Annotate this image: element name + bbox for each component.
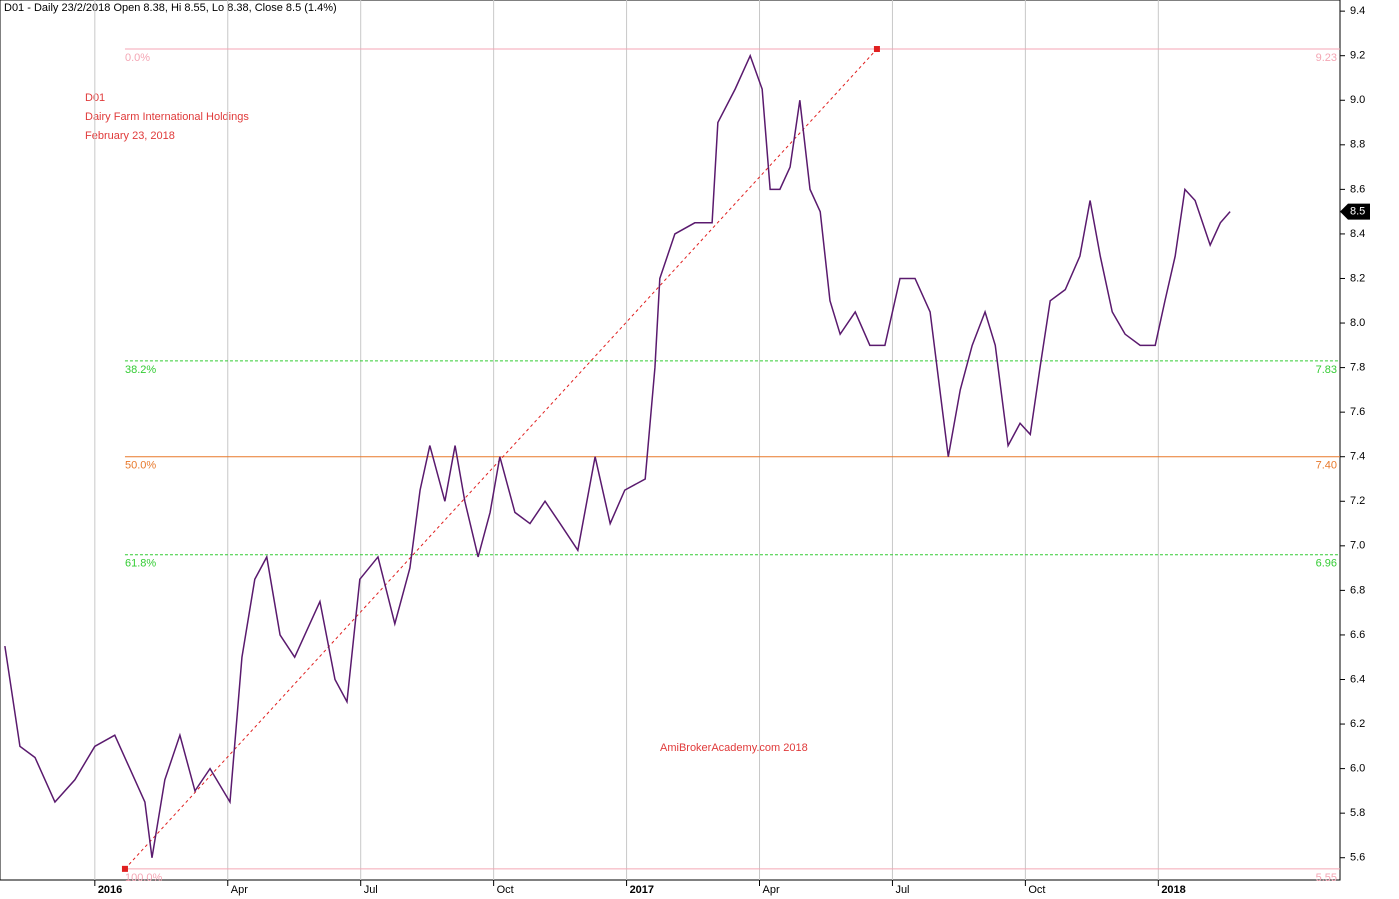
x-tick-label: Apr [763,884,780,896]
fib-value-label: 6.96 [1316,558,1337,570]
price-line [4,53,1231,858]
trendline-end [873,46,880,53]
y-tick-label: 9.0 [1350,94,1365,106]
x-tick-label: Jul [895,884,909,896]
fib-name: 61.8% [125,558,156,570]
y-tick-label: 6.2 [1350,718,1365,730]
last-price-tag [1340,203,1370,220]
x-tick-label: Oct [1028,884,1045,896]
y-tick-label: 8.8 [1350,139,1365,151]
header: D01 - Daily 23/2/2018 Open 8.38, Hi 8.55… [4,2,337,14]
fib-name: 100.0% [125,872,163,884]
y-tick-label: 7.0 [1350,540,1365,552]
plot-frame [0,0,1341,881]
fib-name: 0.0% [125,52,150,64]
x-tick-label: 2017 [630,884,654,896]
y-tick-label: 7.4 [1350,451,1365,463]
y-tick-label: 8.2 [1350,272,1365,284]
watermark: AmiBrokerAcademy.com 2018 [660,742,808,754]
y-tick-label: 7.6 [1350,406,1365,418]
fib-name: 38.2% [125,364,156,376]
x-tick-label: 2016 [98,884,122,896]
fib-name: 50.0% [125,460,156,472]
y-tick-label: 6.0 [1350,763,1365,775]
y-tick-label: 6.6 [1350,629,1365,641]
annotation: February 23, 2018 [85,130,175,142]
y-tick-label: 8.4 [1350,228,1365,240]
x-tick-label: Oct [497,884,514,896]
y-tick-label: 8.0 [1350,317,1365,329]
x-tick-label: 2018 [1161,884,1185,896]
y-tick-label: 6.4 [1350,673,1365,685]
fib-value-label: 5.55 [1316,872,1337,884]
y-tick-label: 5.8 [1350,807,1365,819]
y-tick-label: 9.4 [1350,5,1365,17]
trendline-end [121,865,128,872]
y-tick-label: 8.6 [1350,183,1365,195]
y-tick-label: 6.8 [1350,584,1365,596]
y-tick-label: 7.2 [1350,495,1365,507]
annotation: Dairy Farm International Holdings [85,111,249,123]
fib-value-label: 9.23 [1316,52,1337,64]
fib-value-label: 7.83 [1316,364,1337,376]
y-tick-label: 7.8 [1350,362,1365,374]
x-tick-label: Jul [364,884,378,896]
last-price-label: 8.5 [1350,206,1365,218]
fib-value-label: 7.40 [1316,460,1337,472]
y-tick-label: 5.6 [1350,852,1365,864]
y-tick-label: 9.2 [1350,50,1365,62]
x-tick-label: Apr [231,884,248,896]
